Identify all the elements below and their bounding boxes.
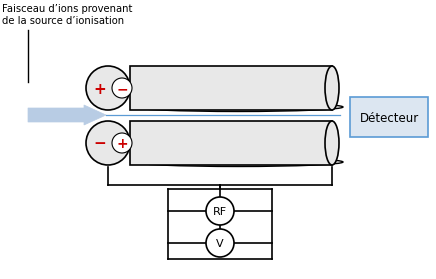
FancyArrow shape (28, 105, 106, 125)
Circle shape (206, 197, 234, 225)
Ellipse shape (325, 66, 339, 110)
Text: V: V (216, 239, 224, 249)
Circle shape (86, 121, 130, 165)
FancyBboxPatch shape (130, 121, 332, 165)
Circle shape (112, 78, 132, 98)
Ellipse shape (133, 158, 343, 167)
Text: Faisceau d’ions provenant: Faisceau d’ions provenant (2, 4, 133, 14)
Ellipse shape (133, 102, 343, 112)
FancyBboxPatch shape (130, 66, 332, 110)
FancyBboxPatch shape (350, 97, 428, 137)
Text: +: + (116, 137, 128, 151)
Text: de la source d’ionisation: de la source d’ionisation (2, 16, 124, 26)
Ellipse shape (325, 121, 339, 165)
Text: −: − (94, 136, 106, 151)
Circle shape (206, 229, 234, 257)
Text: −: − (116, 82, 128, 96)
Text: RF: RF (213, 207, 227, 217)
Circle shape (86, 66, 130, 110)
Text: Détecteur: Détecteur (359, 112, 419, 124)
Circle shape (112, 133, 132, 153)
Text: +: + (94, 81, 106, 97)
